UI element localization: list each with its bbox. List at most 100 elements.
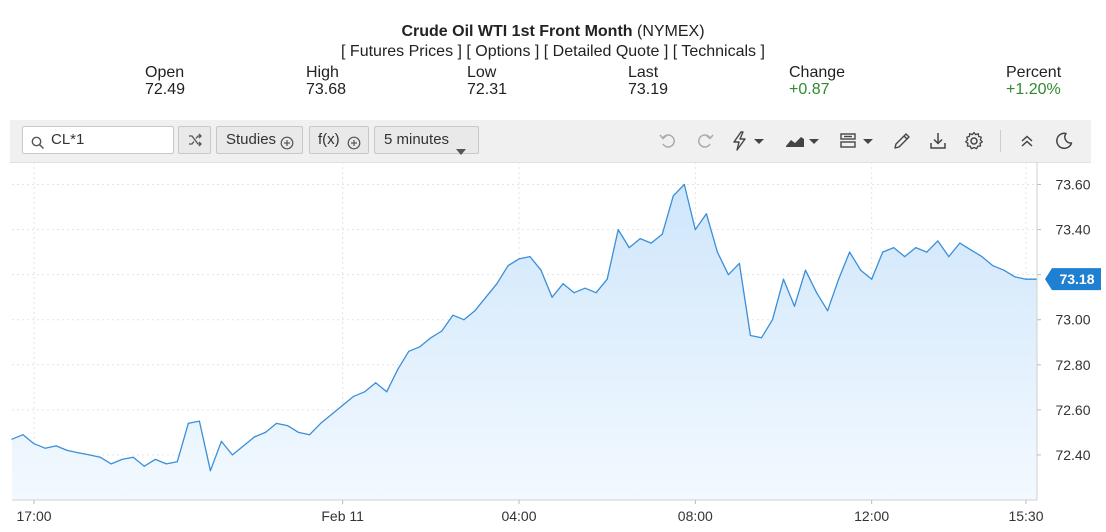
instrument-name: Crude Oil WTI 1st Front Month [401, 23, 633, 40]
chart-toolbar: Studies f(x) 5 minutes [10, 120, 1091, 163]
price-point [507, 265, 509, 267]
price-point [672, 195, 674, 197]
moon-icon[interactable] [1052, 129, 1076, 153]
price-point [209, 470, 211, 472]
studies-label: Studies [226, 131, 277, 148]
price-area [12, 184, 1037, 500]
price-point [11, 438, 13, 440]
x-tick-label: 17:00 [17, 508, 52, 524]
price-point [419, 346, 421, 348]
stat-percent: Percent +1.20% [1006, 64, 1061, 98]
price-point [110, 463, 112, 465]
y-tick-label: 73.00 [1055, 312, 1090, 328]
y-tick-label: 72.40 [1055, 447, 1090, 463]
price-point [66, 449, 68, 451]
price-point [683, 183, 685, 186]
download-icon[interactable] [926, 129, 950, 153]
chart-type-icon[interactable] [784, 129, 822, 153]
price-point [485, 296, 487, 298]
studies-button[interactable]: Studies [216, 126, 303, 154]
price-point [782, 278, 785, 280]
last-price-badge [1045, 268, 1101, 291]
gear-icon[interactable] [962, 129, 986, 153]
price-point [562, 283, 564, 285]
price-point [529, 256, 531, 258]
shuffle-icon [188, 133, 202, 147]
caret-down-icon [456, 138, 466, 164]
price-point [948, 256, 950, 258]
futures-prices-link[interactable]: [ Futures Prices ] [341, 43, 462, 60]
price-point [959, 242, 961, 244]
price-point [694, 229, 696, 231]
price-point [165, 463, 167, 465]
options-link[interactable]: [ Options ] [466, 43, 540, 60]
symbol-search[interactable] [22, 126, 174, 154]
functions-label: f(x) [318, 131, 340, 148]
collapse-icon[interactable] [1015, 129, 1039, 153]
price-point [132, 456, 134, 458]
price-point [441, 330, 443, 332]
stat-change: Change +0.87 [789, 64, 845, 98]
price-point [77, 452, 79, 454]
interval-label: 5 minutes [384, 131, 450, 148]
price-point [496, 283, 498, 285]
price-point [154, 458, 156, 460]
price-point [860, 269, 862, 271]
x-tick-label: 12:00 [854, 508, 889, 524]
price-point [309, 434, 311, 436]
page-title: Crude Oil WTI 1st Front Month (NYMEX) [0, 22, 1106, 42]
technicals-link[interactable]: [ Technicals ] [672, 43, 765, 60]
redo-icon[interactable] [693, 129, 717, 153]
y-tick-label: 72.60 [1055, 402, 1090, 418]
price-point [320, 422, 322, 424]
price-point [606, 278, 608, 280]
lightning-icon[interactable] [729, 129, 767, 153]
price-point [264, 431, 267, 433]
price-point [738, 262, 741, 264]
price-point [827, 310, 829, 312]
price-point [838, 278, 840, 280]
price-point [275, 422, 278, 424]
price-point [253, 436, 256, 438]
price-chart[interactable]: 72.4072.6072.8073.0073.2073.4073.6017:00… [10, 162, 1106, 527]
price-point [716, 251, 719, 253]
price-point [231, 454, 233, 456]
y-tick-label: 73.60 [1055, 177, 1090, 193]
price-point [463, 319, 465, 321]
detailed-quote-link[interactable]: [ Detailed Quote ] [543, 43, 669, 60]
price-point [22, 434, 24, 436]
toolbar-divider [1000, 130, 1001, 152]
price-point [705, 213, 708, 215]
stat-last-label: Last [628, 64, 659, 81]
stat-open-label: Open [145, 64, 185, 81]
compare-button[interactable] [178, 126, 211, 154]
stat-percent-label: Percent [1006, 64, 1062, 81]
symbol-input[interactable] [51, 131, 161, 148]
pencil-icon[interactable] [890, 129, 914, 153]
stat-high-value: 73.68 [306, 81, 347, 98]
add-circle-icon [347, 133, 361, 159]
bars-icon[interactable] [838, 129, 876, 153]
add-circle-icon [280, 133, 294, 159]
quote-header: Crude Oil WTI 1st Front Month (NYMEX) [ … [0, 22, 1106, 62]
price-point [540, 269, 542, 271]
price-point [926, 251, 928, 253]
price-point [220, 440, 222, 442]
stat-open: Open 72.49 [145, 64, 185, 98]
price-point [650, 242, 652, 244]
price-point [242, 445, 245, 447]
price-point [397, 368, 399, 370]
functions-button[interactable]: f(x) [309, 126, 369, 154]
stat-last: Last 73.19 [628, 64, 668, 98]
price-point [584, 287, 586, 289]
price-point [286, 425, 289, 427]
quote-links: [ Futures Prices ] [ Options ] [ Detaile… [0, 42, 1106, 62]
price-point [353, 395, 355, 397]
price-point [430, 337, 432, 339]
x-tick-label: 04:00 [501, 508, 536, 524]
price-point [749, 334, 752, 337]
price-point [452, 314, 454, 316]
interval-select[interactable]: 5 minutes [374, 126, 479, 155]
price-point [375, 382, 377, 384]
undo-icon[interactable] [656, 129, 680, 153]
